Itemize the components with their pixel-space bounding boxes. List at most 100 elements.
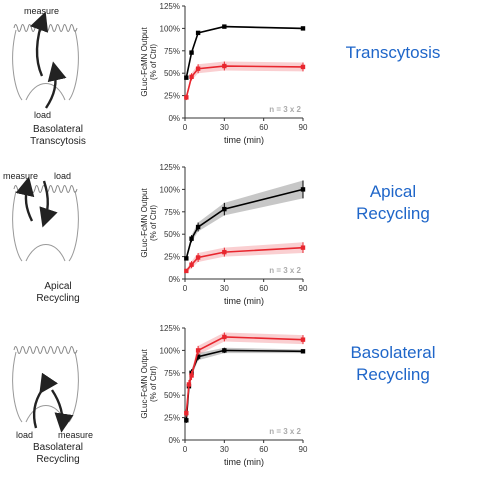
data-point <box>189 262 194 267</box>
measure-label: measure <box>24 6 59 16</box>
data-point <box>222 206 227 212</box>
y-tick-label: 50% <box>164 391 180 400</box>
panel-title: Basolateral Recycling <box>350 343 435 384</box>
data-point <box>222 24 227 29</box>
x-axis-label: time (min) <box>224 135 264 145</box>
y-tick-label: 125% <box>160 2 180 11</box>
data-point <box>300 64 306 70</box>
title-line: Basolateral <box>350 343 435 362</box>
up-arrow <box>30 11 49 77</box>
data-point <box>184 256 189 261</box>
data-point <box>222 348 227 353</box>
data-point <box>222 249 227 255</box>
error-band <box>186 61 303 101</box>
y-axis-label-line: (% of Ctrl) <box>149 366 158 402</box>
y-tick-label: 25% <box>164 92 180 101</box>
y-tick-label: 25% <box>164 414 180 423</box>
y-tick-label: 125% <box>160 163 180 172</box>
n-annotation: n = 3 x 2 <box>269 105 301 114</box>
n-annotation: n = 3 x 2 <box>269 427 301 436</box>
series-line <box>185 336 304 414</box>
y-tick-label: 0% <box>168 436 180 445</box>
chart-2: 0% 25% 50% 75% 100% 125% 0 30 60 90 time (min) GLuc… <box>140 324 308 467</box>
x-tick-label: 30 <box>220 445 229 454</box>
series-test <box>184 332 306 417</box>
y-axis-label-line: GLuc-FcMN Output <box>140 27 149 97</box>
x-tick-label: 0 <box>183 445 188 454</box>
series-line <box>185 349 304 421</box>
error-band <box>186 332 303 417</box>
title-line: Recycling <box>356 204 430 223</box>
data-point <box>300 349 306 354</box>
y-tick-label: 0% <box>168 114 180 123</box>
cell-outline <box>12 351 79 423</box>
data-point <box>184 75 189 80</box>
data-point <box>186 382 192 387</box>
data-point <box>184 95 189 100</box>
error-band <box>186 347 303 423</box>
load-label: load <box>54 171 71 181</box>
error-band <box>186 180 303 261</box>
y-tick-label: 100% <box>160 24 180 33</box>
caption-line: Recycling <box>36 293 79 304</box>
x-tick-label: 60 <box>259 445 268 454</box>
x-tick-label: 90 <box>299 445 308 454</box>
x-tick-label: 0 <box>183 123 188 132</box>
data-point <box>300 187 306 192</box>
data-point <box>195 224 201 230</box>
chart-1: 0% 25% 50% 75% 100% 125% 0 30 60 90 time (min) GLuc… <box>140 163 308 306</box>
caption-line: Transcytosis <box>30 136 86 147</box>
data-point <box>189 373 194 378</box>
microvilli <box>13 24 78 32</box>
x-tick-label: 60 <box>259 123 268 132</box>
load-label: load <box>16 430 33 440</box>
y-axis-label-line: GLuc-FcMN Output <box>140 349 149 419</box>
data-point <box>195 354 201 359</box>
y-axis-label-line: (% of Ctrl) <box>149 205 158 241</box>
series-test <box>184 242 306 274</box>
data-point <box>222 63 227 69</box>
data-point <box>184 418 189 423</box>
data-point <box>300 337 306 342</box>
series-control <box>184 347 306 423</box>
measure-label: measure <box>58 430 93 440</box>
microvilli <box>13 346 78 354</box>
y-tick-label: 75% <box>164 47 180 56</box>
cell-outline <box>12 29 79 101</box>
x-tick-label: 90 <box>299 123 308 132</box>
data-point <box>189 236 194 241</box>
y-tick-label: 0% <box>168 275 180 284</box>
data-point <box>300 245 306 250</box>
x-tick-label: 60 <box>259 284 268 293</box>
y-tick-label: 100% <box>160 346 180 355</box>
x-tick-label: 30 <box>220 284 229 293</box>
cell-outline <box>12 190 79 262</box>
measure-arrow <box>15 176 35 222</box>
y-tick-label: 75% <box>164 369 180 378</box>
x-tick-label: 0 <box>183 284 188 293</box>
x-axis-label: time (min) <box>224 296 264 306</box>
y-tick-label: 25% <box>164 253 180 262</box>
x-tick-label: 30 <box>220 123 229 132</box>
data-point <box>300 26 306 31</box>
y-tick-label: 50% <box>164 230 180 239</box>
caption-line: Apical <box>44 281 71 292</box>
title-line: Apical <box>370 182 416 201</box>
x-axis-label: time (min) <box>224 457 264 467</box>
x-tick-label: 90 <box>299 284 308 293</box>
y-axis-label-line: GLuc-FcMN Output <box>140 188 149 258</box>
y-tick-label: 75% <box>164 208 180 217</box>
y-tick-label: 125% <box>160 324 180 333</box>
data-point <box>195 66 201 71</box>
y-tick-label: 50% <box>164 69 180 78</box>
measure-label: measure <box>3 171 38 181</box>
data-point <box>184 410 189 416</box>
data-point <box>195 348 201 353</box>
series-control <box>184 24 306 80</box>
data-point <box>189 50 194 55</box>
title-line: Recycling <box>356 365 430 384</box>
title-line: Transcytosis <box>346 43 441 62</box>
